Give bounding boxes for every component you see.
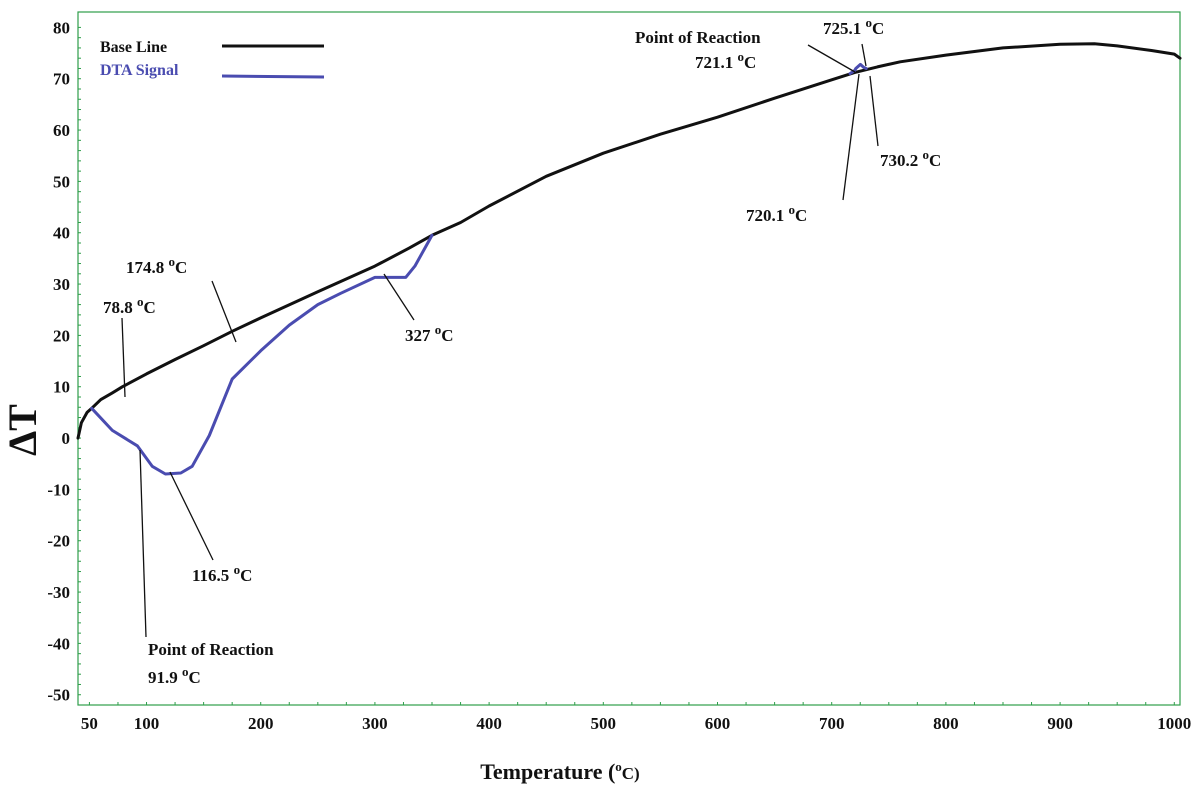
annotation-leader-3 [383,273,415,321]
y-tick-label: -50 [47,686,70,705]
y-tick-label: 30 [53,275,70,294]
legend-swatch-1 [221,74,325,79]
y-tick-label: -10 [47,480,70,499]
y-axis-title: ΔT [0,404,45,456]
y-tick-label: -30 [47,583,70,602]
x-tick-label: 600 [705,714,731,733]
x-tick-label: 500 [591,714,617,733]
annotation-leader-8 [869,75,879,147]
annotation-value-8: 730.2 oC [880,147,941,170]
annotation-value-5: 721.1 oC [695,49,756,72]
annotation-value-7: 720.1 oC [746,202,807,225]
annotation-value-6: 725.1 oC [823,15,884,38]
y-tick-label: 50 [53,172,70,191]
annotation-leader-2 [169,471,214,561]
x-tick-label: 300 [362,714,388,733]
series-line-1 [90,233,434,476]
legend-label-1: DTA Signal [100,62,179,79]
x-tick-label: 700 [819,714,845,733]
y-tick-label: 60 [53,121,70,140]
annotation-leader-0 [121,317,126,398]
annotation-leader-4 [139,449,147,638]
y-tick-label: -40 [47,634,70,653]
x-tick-label: 400 [476,714,502,733]
y-tick-label: 10 [53,378,70,397]
annotation-leader-5 [807,44,856,73]
x-tick-label: 50 [81,714,98,733]
annotation-value-3: 327 oC [405,322,454,345]
annotation-title-5: Point of Reaction [635,28,761,47]
y-tick-label: 40 [53,224,70,243]
x-tick-label: 100 [134,714,160,733]
y-tick-label: 70 [53,70,70,89]
y-tick-label: 0 [62,429,71,448]
plot-frame [77,11,1181,706]
y-tick-label: 20 [53,326,70,345]
legend-label-0: Base Line [100,39,167,56]
annotation-value-2: 116.5 oC [192,562,252,585]
x-tick-label: 1000 [1157,714,1191,733]
annotation-title-4: Point of Reaction [148,640,274,659]
annotation-leader-6 [861,43,867,67]
x-tick-label: 900 [1047,714,1073,733]
x-axis-title: Temperature (oC) [480,759,639,784]
annotation-leader-7 [842,73,860,201]
y-tick-label: 80 [53,18,70,37]
y-tick-label: -20 [47,532,70,551]
x-tick-label: 200 [248,714,274,733]
annotation-leader-1 [211,280,237,343]
series-line-0 [76,42,1182,440]
annotation-value-0: 78.8 oC [103,294,156,317]
annotation-value-1: 174.8 oC [126,254,187,277]
x-tick-label: 800 [933,714,959,733]
annotation-value-4: 91.9 oC [148,664,201,687]
